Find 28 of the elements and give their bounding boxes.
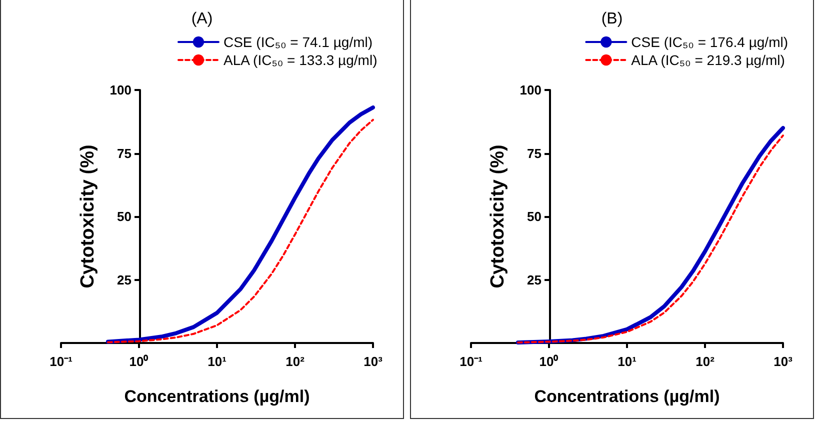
legend-label: CSE (IC₅₀ = 74.1 µg/ml) — [223, 34, 373, 50]
x-tick-label: 10² — [696, 354, 716, 369]
x-tick-label: 10⁰ — [539, 354, 559, 369]
y-tick-label: 50 — [117, 209, 132, 224]
x-tick-label: 10³ — [774, 354, 794, 369]
y-tick-label: 100 — [520, 82, 542, 98]
x-axis-title: Concentrations (µg/ml) — [534, 387, 720, 406]
x-tick-label: 10² — [286, 354, 306, 369]
y-tick-label: 50 — [527, 209, 542, 224]
chart-title: (A) — [191, 10, 213, 28]
y-tick-label: 75 — [527, 146, 542, 161]
x-tick-label: 10⁰ — [129, 354, 149, 369]
x-tick-label: 10⁻¹ — [50, 354, 72, 369]
x-axis-title: Concentrations (µg/ml) — [124, 387, 310, 406]
x-tick-label: 10⁻¹ — [460, 354, 482, 369]
legend-label: ALA (IC₅₀ = 133.3 µg/ml) — [223, 52, 378, 68]
y-axis-title: Cytotoxicity (%) — [78, 144, 98, 288]
x-tick-label: 10¹ — [208, 354, 226, 369]
x-tick-label: 10³ — [364, 354, 384, 369]
x-tick-label: 10¹ — [618, 354, 636, 369]
legend-label: ALA (IC₅₀ = 219.3 µg/ml) — [631, 52, 785, 68]
y-tick-label: 100 — [110, 82, 132, 98]
chart-title: (B) — [601, 10, 623, 28]
y-tick-label: 25 — [117, 272, 132, 288]
y-tick-label: 75 — [117, 146, 132, 161]
y-tick-label: 25 — [527, 272, 542, 288]
y-axis-title: Cytotoxicity (%) — [488, 144, 508, 288]
legend-label: CSE (IC₅₀ = 176.4 µg/ml) — [631, 34, 788, 50]
